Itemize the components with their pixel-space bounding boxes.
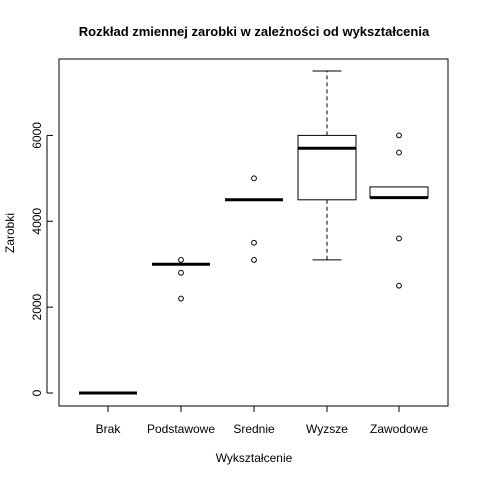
outlier-srednie-2 <box>251 257 257 263</box>
y-tick-label-2000: 2000 <box>30 293 44 320</box>
chart-title: Rozkład zmiennej zarobki w zależności od… <box>79 24 430 39</box>
box-podstawowe <box>152 257 210 302</box>
box-wyzsze <box>297 70 357 261</box>
outlier-podstawowe-2 <box>178 295 184 302</box>
x-tick-label-srednie: Srednie <box>233 422 275 436</box>
outlier-podstawowe-1 <box>178 269 184 276</box>
box-rect-zawodowe <box>369 186 429 199</box>
outlier-zawodowe-3 <box>396 282 402 289</box>
x-axis: Brak Podstawowe Srednie Wyzsze Zawodowe <box>96 405 428 436</box>
boxes-layer <box>79 70 429 395</box>
outlier-srednie-1 <box>251 239 257 246</box>
outlier-zawodowe-2 <box>396 235 402 242</box>
y-tick-label-6000: 6000 <box>30 122 44 149</box>
x-tick-label-podstawowe: Podstawowe <box>147 422 215 436</box>
box-srednie <box>225 175 283 263</box>
box-zawodowe <box>369 132 429 289</box>
outlier-podstawowe-0 <box>178 257 184 263</box>
x-axis-label: Wykształcenie <box>216 451 293 465</box>
y-tick-label-4000: 4000 <box>30 208 44 235</box>
y-axis-label: Zarobki <box>3 213 17 253</box>
box-rect-wyzsze <box>297 134 357 201</box>
x-tick-label-zawodowe: Zawodowe <box>370 422 428 436</box>
x-tick-label-brak: Brak <box>96 422 122 436</box>
outlier-srednie-0 <box>251 175 257 182</box>
x-tick-label-wyzsze: Wyzsze <box>306 422 348 436</box>
outlier-zawodowe-1 <box>396 149 402 156</box>
outlier-zawodowe-0 <box>396 132 402 139</box>
y-axis: 0 2000 4000 6000 <box>30 122 53 396</box>
y-tick-label-0: 0 <box>30 389 44 396</box>
plot-frame <box>58 58 449 407</box>
